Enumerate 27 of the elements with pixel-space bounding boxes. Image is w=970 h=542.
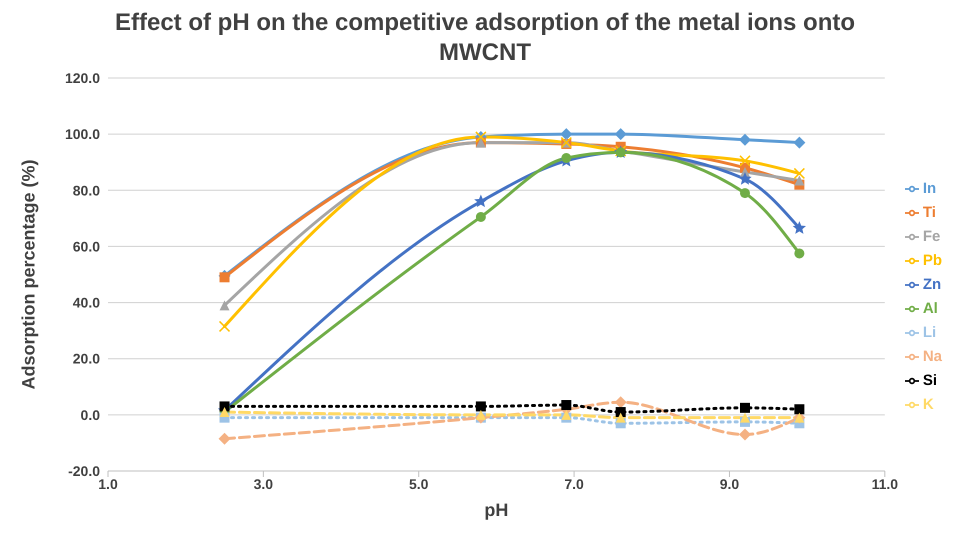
legend-label: Pb — [922, 252, 942, 269]
legend-label: Li — [922, 324, 936, 341]
y-tick-label: 60.0 — [72, 238, 100, 254]
legend-label: Al — [922, 300, 938, 317]
y-tick-label: 40.0 — [72, 294, 100, 311]
chart-title: Effect of pH on the competitive adsorption of the metal ions onto MWCNT — [114, 8, 856, 68]
x-tick-label: 11.0 — [872, 476, 898, 492]
legend-label: Si — [922, 372, 937, 389]
legend-label: Zn — [922, 276, 942, 293]
x-tick-label: 9.0 — [720, 476, 740, 492]
legend-label: Na — [922, 348, 942, 365]
y-tick-label: -20.0 — [68, 462, 100, 479]
x-tick-label: 7.0 — [564, 476, 584, 492]
legend-label: K — [922, 396, 934, 413]
y-axis-title: Adsorption percentage (%) — [18, 159, 38, 390]
legend-label: In — [922, 180, 936, 197]
x-tick-label: 3.0 — [254, 476, 274, 492]
x-tick-label: 5.0 — [408, 476, 429, 492]
x-axis-title: pH — [484, 500, 508, 520]
x-tick-label: 1.0 — [98, 476, 118, 492]
y-tick-label: 120.0 — [64, 70, 100, 86]
y-tick-label: 20.0 — [72, 350, 100, 367]
y-tick-label: 80.0 — [72, 182, 100, 198]
y-tick-label: 100.0 — [64, 126, 100, 142]
legend-label: Fe — [922, 228, 940, 245]
legend-label: Ti — [922, 204, 936, 221]
y-tick-label: 0.0 — [80, 406, 100, 423]
